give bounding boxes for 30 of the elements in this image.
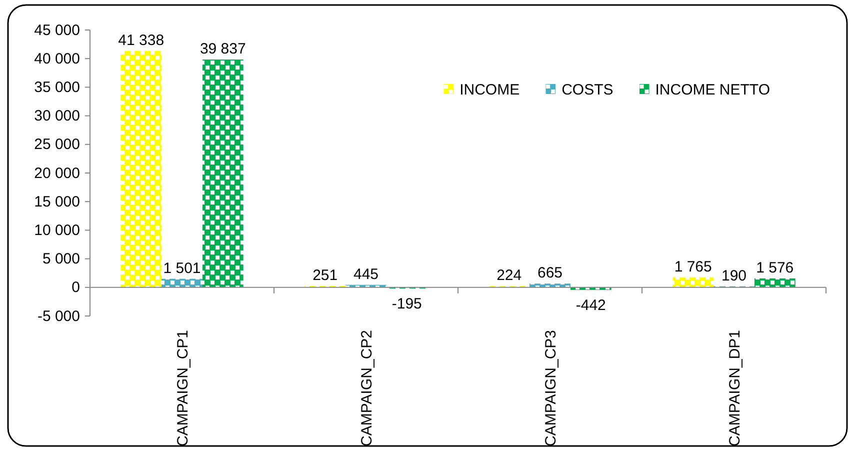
data-label: 1 576 — [756, 259, 794, 276]
y-tick-label: 10 000 — [34, 222, 80, 239]
data-label: 41 338 — [118, 32, 164, 49]
y-tick-label: -5 000 — [37, 308, 80, 325]
y-tick-label: 15 000 — [34, 193, 80, 210]
data-label: -442 — [576, 296, 606, 314]
data-label: 190 — [721, 267, 747, 284]
y-tick-label: 45 000 — [34, 22, 80, 39]
y-tick-label: 35 000 — [34, 79, 80, 96]
x-tick-label: CAMPAIGN_CP2 — [358, 330, 376, 446]
y-tick-label: 25 000 — [34, 136, 80, 154]
data-label: 224 — [496, 267, 522, 284]
y-tick-label: 30 000 — [34, 108, 80, 125]
x-tick-label: CAMPAIGN_DP1 — [726, 330, 744, 446]
y-tick-label: 40 000 — [34, 50, 80, 68]
x-tick-label: CAMPAIGN_CP1 — [174, 330, 192, 446]
data-label: 665 — [537, 264, 563, 282]
y-tick-label: 5 000 — [42, 250, 80, 268]
legend-label: INCOME NETTO — [655, 81, 770, 98]
data-label: 39 837 — [200, 40, 246, 58]
x-tick-label: CAMPAIGN_CP3 — [542, 330, 560, 446]
data-label: 251 — [312, 266, 338, 284]
data-label: 445 — [353, 266, 379, 283]
data-label: -195 — [392, 296, 422, 313]
y-tick-label: 0 — [72, 279, 80, 296]
legend-label: INCOME — [460, 81, 520, 98]
y-tick-label: 20 000 — [34, 164, 80, 182]
data-label: 1 501 — [163, 260, 201, 277]
legend-label: COSTS — [562, 81, 614, 98]
data-label: 1 765 — [674, 258, 712, 276]
